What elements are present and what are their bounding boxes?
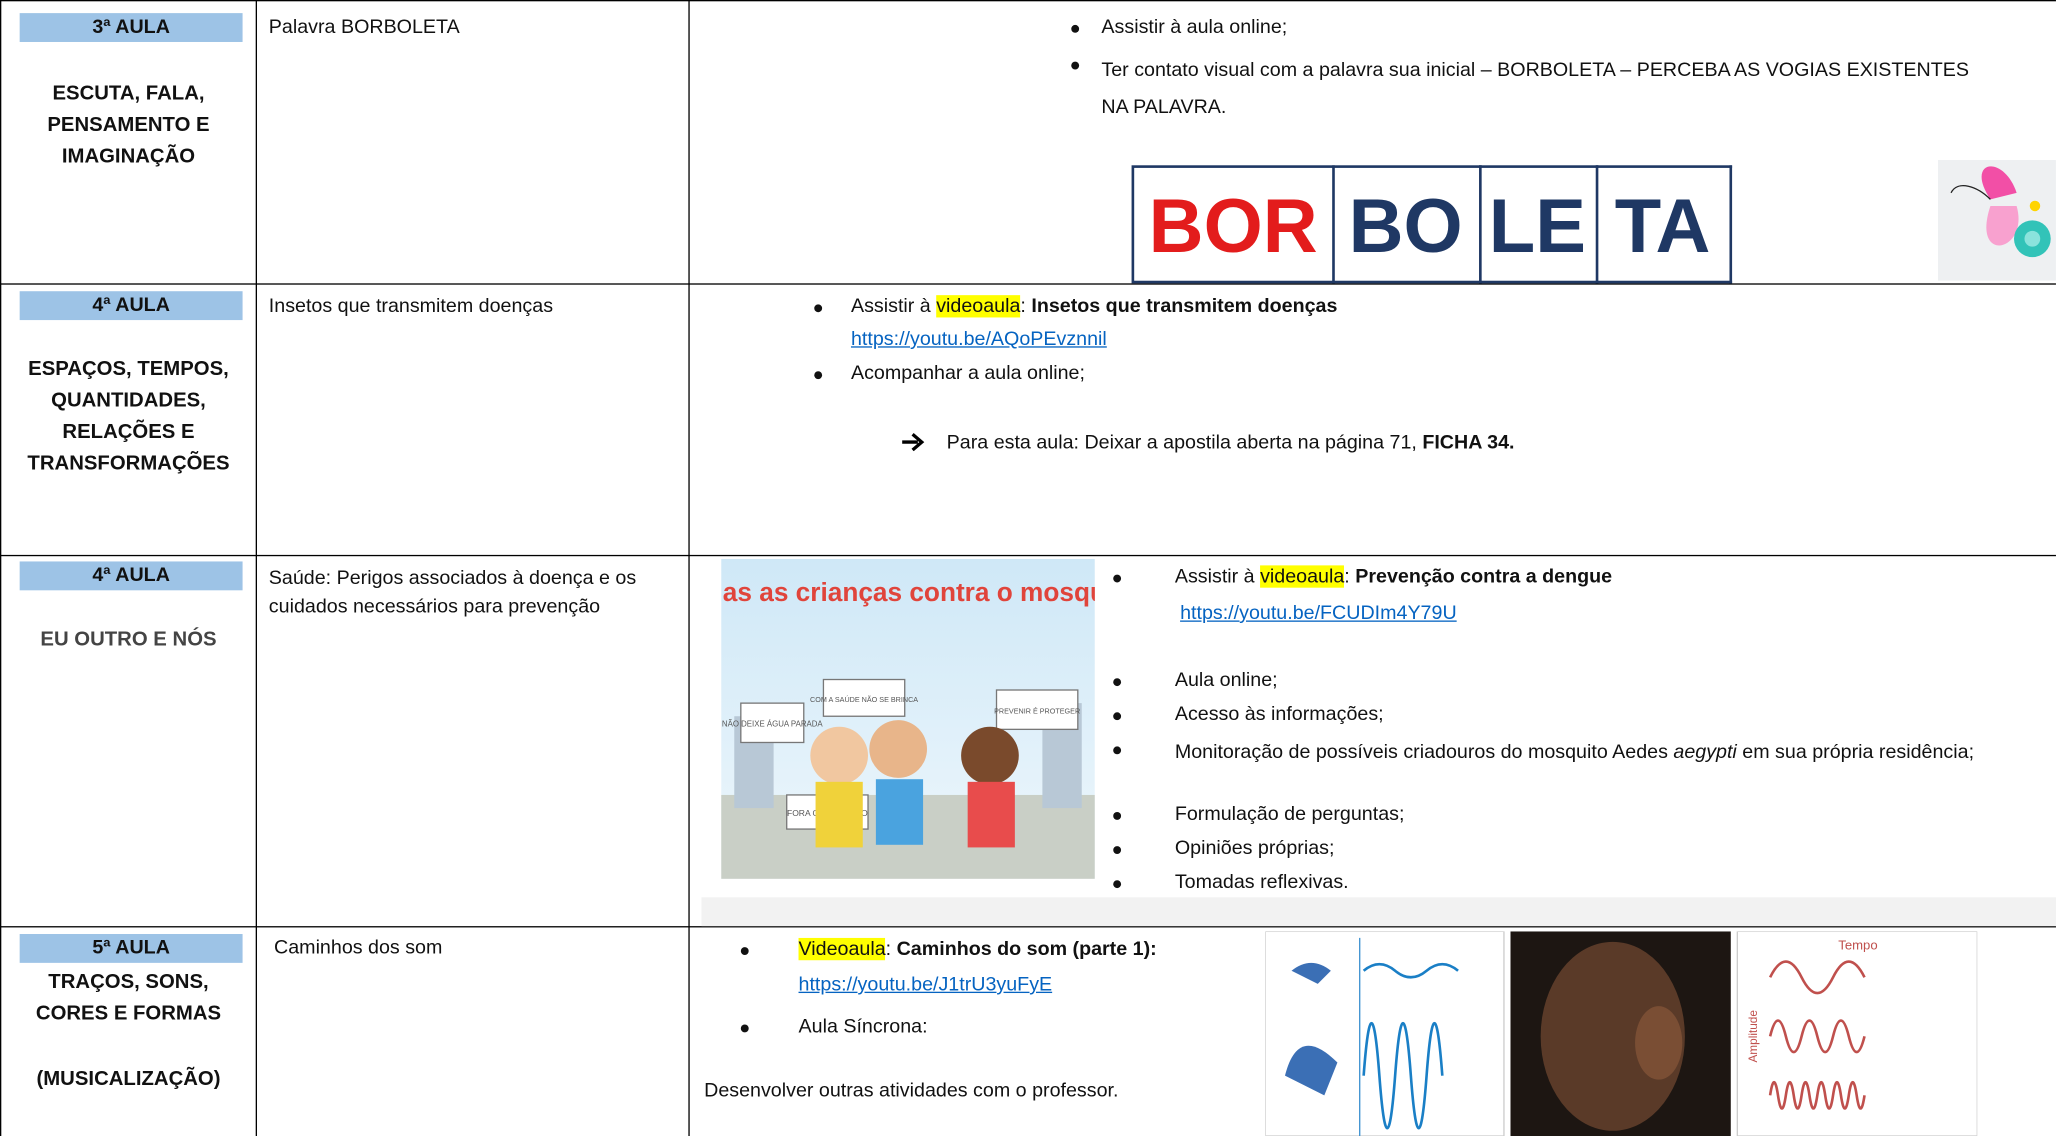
sign: NÃO DEIXE ÁGUA PARADA — [722, 720, 823, 729]
activity: Assistir à aula online; — [1101, 15, 1288, 39]
activity: Acompanhar a aula online; — [850, 362, 1085, 385]
syllable: LE — [1479, 165, 1599, 284]
theme: Saúde: Perigos associados à doença e os … — [268, 566, 637, 618]
text: Para esta aula: Deixar a apostila aberta… — [946, 431, 1423, 454]
rule — [0, 283, 2056, 285]
text: em sua própria residência; — [1736, 741, 1975, 764]
activity: Assistir à videoaula: Prevenção contra a… — [1174, 565, 1613, 588]
video-title: Prevenção contra a dengue — [1355, 565, 1613, 588]
activity: Aula Síncrona: — [798, 1015, 928, 1038]
image-title: Todas as crianças contra o mosquito — [721, 577, 1095, 607]
syllable: TA — [1595, 165, 1733, 284]
theme: Insetos que transmitem doenças — [268, 295, 554, 318]
rule — [0, 554, 2056, 557]
field-label: EU OUTRO E NÓS — [40, 628, 217, 651]
bullet — [1113, 746, 1122, 755]
activity: Opiniões próprias; — [1174, 836, 1335, 860]
bullet — [740, 1024, 749, 1033]
lesson-label: 3ª AULA — [19, 13, 243, 42]
note: Para esta aula: Deixar a apostila aberta… — [947, 432, 1515, 454]
activity: Assistir à videoaula: Insetos que transm… — [850, 295, 1338, 318]
lesson-label: 4ª AULA — [19, 291, 243, 321]
text: Assistir à — [1174, 565, 1261, 588]
sign: COM A SAÚDE NÃO SE BRINCA — [810, 695, 918, 704]
video-link[interactable]: https://youtu.be/J1trU3yuFyE — [798, 973, 1053, 996]
sound-images: Tempo Amplitude — [1265, 931, 1978, 1136]
syllable: BOR — [1131, 165, 1335, 284]
rule — [0, 0, 2, 1136]
highlight: Videoaula — [798, 937, 886, 961]
text: : — [885, 937, 897, 961]
closing: Desenvolver outras atividades com o prof… — [704, 1079, 1119, 1102]
field-label: (MUSICALIZAÇÃO) — [36, 1067, 221, 1091]
field-label: ESPAÇOS, TEMPOS, QUANTIDADES, RELAÇÕES E… — [27, 358, 230, 475]
bullet — [1113, 712, 1122, 721]
shading — [701, 897, 2056, 927]
rule — [0, 0, 2056, 2]
rule — [688, 0, 690, 1136]
video-link[interactable]: https://youtu.be/AQoPEvznnil — [850, 327, 1107, 351]
italic-text: aegypti — [1673, 741, 1737, 764]
image-label: Tempo — [1838, 938, 1877, 953]
text: : — [1344, 565, 1356, 588]
bullet — [1113, 574, 1122, 583]
image-label: Amplitude — [1746, 1010, 1760, 1063]
bullet — [814, 371, 823, 380]
bullet — [814, 304, 823, 313]
bullet — [1113, 846, 1122, 854]
bold-text: FICHA 34. — [1422, 431, 1515, 454]
theme: Palavra BORBOLETA — [268, 15, 460, 39]
text: Assistir à — [850, 295, 937, 318]
highlight: videoaula — [1260, 565, 1345, 588]
activity: Acesso às informações; — [1174, 703, 1384, 726]
bullet — [1113, 880, 1122, 889]
video-link[interactable]: https://youtu.be/FCUDIm4Y79U — [1180, 602, 1457, 625]
theme: Caminhos dos som — [274, 936, 443, 959]
rule — [255, 0, 257, 1136]
arrow-icon — [902, 432, 925, 452]
bullet — [1071, 24, 1080, 33]
text: Monitoração de possíveis criadouros do m… — [1174, 741, 1674, 764]
activity: Aula online; — [1174, 669, 1278, 692]
field-label: ESCUTA, FALA, PENSAMENTO E IMAGINAÇÃO — [47, 82, 210, 168]
rule — [0, 926, 2056, 928]
activity: Monitoração de possíveis criadouros do m… — [1095, 737, 2052, 768]
sign: PREVENIR É PROTEGER — [994, 707, 1080, 716]
highlight: videoaula — [936, 295, 1021, 318]
bullet — [740, 947, 749, 955]
butterfly-image — [1937, 160, 2056, 281]
field-label: TRAÇOS, SONS, CORES E FORMAS — [35, 970, 222, 1025]
activity: Tomadas reflexivas. — [1174, 871, 1349, 894]
lesson-label: 4ª AULA — [19, 561, 243, 591]
video-title: Caminhos do som (parte 1): — [896, 937, 1157, 961]
lesson-label: 5ª AULA — [19, 934, 243, 963]
bullet — [1113, 678, 1122, 687]
activity: Formulação de perguntas; — [1174, 802, 1405, 826]
syllable: BO — [1332, 165, 1482, 284]
activity: Ter contato visual com a palavra sua ini… — [1101, 59, 1969, 119]
bullet — [1113, 812, 1122, 820]
text: : — [1020, 295, 1032, 318]
bullet — [1071, 61, 1080, 70]
activity: Videoaula: Caminhos do som (parte 1): — [798, 937, 1157, 961]
video-title: Insetos que transmitem doenças — [1031, 295, 1338, 318]
campaign-image: Todas as crianças contra o mosquito NÃO … — [721, 558, 1095, 879]
